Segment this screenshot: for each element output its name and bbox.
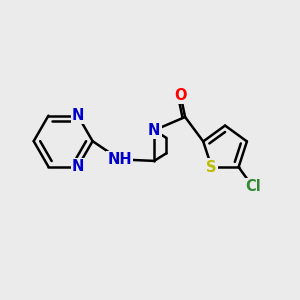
Text: O: O [174,88,187,103]
Text: Cl: Cl [245,179,261,194]
Text: NH: NH [107,152,132,167]
Text: N: N [72,159,84,174]
Text: S: S [206,160,217,175]
Text: N: N [72,108,84,123]
Text: N: N [148,123,161,138]
